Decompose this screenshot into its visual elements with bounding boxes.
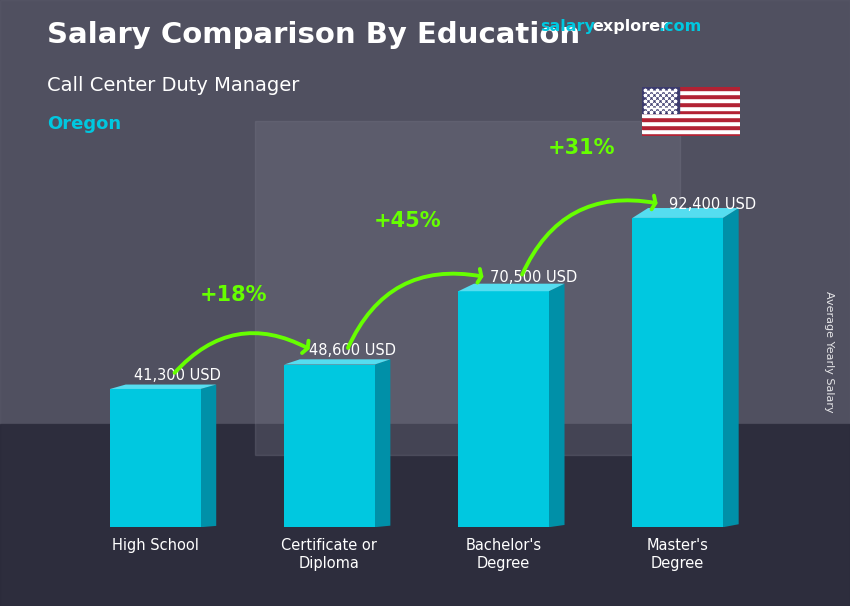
Bar	[642, 110, 740, 113]
Text: +31%: +31%	[548, 138, 615, 158]
Text: Salary Comparison By Education: Salary Comparison By Education	[47, 21, 580, 49]
Text: salary: salary	[540, 19, 595, 35]
Text: 48,600 USD: 48,600 USD	[309, 343, 395, 358]
FancyBboxPatch shape	[110, 389, 201, 527]
Text: +18%: +18%	[200, 285, 268, 305]
Polygon shape	[549, 284, 564, 527]
Bar	[642, 117, 740, 121]
Text: 41,300 USD: 41,300 USD	[134, 368, 221, 382]
Bar	[0, 424, 850, 606]
Bar	[642, 113, 740, 117]
Text: +45%: +45%	[374, 211, 442, 231]
Bar	[642, 90, 740, 95]
Bar	[0, 0, 850, 424]
Polygon shape	[284, 359, 390, 365]
FancyBboxPatch shape	[458, 291, 549, 527]
Text: explorer: explorer	[592, 19, 669, 35]
Bar	[642, 95, 740, 98]
Polygon shape	[201, 385, 216, 527]
FancyBboxPatch shape	[632, 218, 723, 527]
Polygon shape	[458, 284, 564, 291]
Bar	[255, 121, 680, 454]
Bar	[642, 87, 740, 90]
Bar	[642, 128, 740, 133]
Text: Call Center Duty Manager: Call Center Duty Manager	[47, 76, 299, 95]
Polygon shape	[375, 359, 390, 527]
Bar	[642, 133, 740, 136]
FancyBboxPatch shape	[284, 365, 375, 527]
Text: Average Yearly Salary: Average Yearly Salary	[824, 291, 834, 412]
Polygon shape	[110, 385, 216, 389]
Text: 92,400 USD: 92,400 USD	[669, 196, 756, 211]
Polygon shape	[723, 208, 739, 527]
Bar	[642, 102, 740, 106]
Polygon shape	[632, 208, 739, 218]
Bar	[642, 125, 740, 128]
Text: 70,500 USD: 70,500 USD	[490, 270, 577, 285]
Text: Oregon: Oregon	[47, 115, 121, 133]
Text: .com: .com	[659, 19, 702, 35]
Bar	[642, 98, 740, 102]
Bar	[642, 87, 679, 113]
Bar	[642, 106, 740, 110]
Bar	[642, 121, 740, 125]
